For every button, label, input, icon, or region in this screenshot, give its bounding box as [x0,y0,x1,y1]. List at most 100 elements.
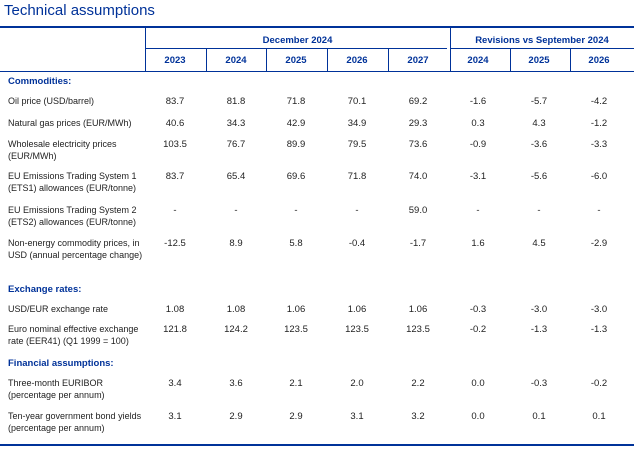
table-cell: 83.7 [165,171,185,182]
table-cell: 123.5 [406,324,430,335]
table-cell: 3.2 [411,411,425,422]
column-divider [206,49,207,71]
table-cell: -1.3 [590,324,608,335]
table-cell: -3.0 [530,304,548,315]
table-cell: -0.2 [590,378,608,389]
table-cell: 4.3 [532,118,546,129]
table-cell: 69.6 [286,171,306,182]
table-cell: - [537,205,541,216]
column-divider [510,49,511,71]
table-cell: 65.4 [226,171,246,182]
row-label: Natural gas prices (EUR/MWh) [8,118,132,128]
row-label: EU Emissions Trading System 1 (ETS1) all… [8,171,137,193]
table-cell: 124.2 [224,324,248,335]
table-cell: 0.1 [592,411,606,422]
table-cell: - [476,205,480,216]
table-cell: 1.06 [347,304,367,315]
column-divider [145,28,146,71]
table-cell: -1.6 [469,96,487,107]
row-label: USD/EUR exchange rate [8,304,109,314]
table-cell: 0.3 [471,118,485,129]
table-cell: 34.9 [347,118,367,129]
table-title: Technical assumptions [4,2,155,19]
year-header: 2024 [467,55,489,66]
table-cell: 123.5 [345,324,369,335]
header-rule [0,71,634,72]
table-cell: 1.06 [286,304,306,315]
table-cell: -0.3 [469,304,487,315]
table-cell: 2.2 [411,378,425,389]
table-cell: 3.6 [229,378,243,389]
table-cell: 2.9 [289,411,303,422]
section-heading: Exchange rates: [8,284,82,295]
column-divider [450,28,451,71]
table-cell: 89.9 [286,139,306,150]
table-cell: -3.0 [590,304,608,315]
table-cell: 42.9 [286,118,306,129]
table-cell: 59.0 [408,205,428,216]
column-divider [388,49,389,71]
year-header: 2027 [407,55,429,66]
row-label: Non-energy commodity prices, in USD (ann… [8,238,143,260]
table-cell: 0.0 [471,378,485,389]
table-cell: -3.1 [469,171,487,182]
table-cell: -3.6 [530,139,548,150]
table-cell: -6.0 [590,171,608,182]
row-label: Euro nominal effective exchange rate (EE… [8,324,139,346]
table-cell: 0.1 [532,411,546,422]
table-cell: 74.0 [408,171,428,182]
table-cell: -0.3 [530,378,548,389]
table-cell: - [234,205,238,216]
table-cell: -0.4 [348,238,366,249]
table-cell: 34.3 [226,118,246,129]
table-cell: 70.1 [347,96,367,107]
table-cell: 40.6 [165,118,185,129]
table-cell: -5.6 [530,171,548,182]
table-cell: -1.2 [590,118,608,129]
year-header: 2026 [346,55,368,66]
column-divider [570,49,571,71]
table-cell: - [294,205,298,216]
year-header: 2025 [528,55,550,66]
year-header: 2026 [588,55,610,66]
table-cell: 76.7 [226,139,246,150]
table-cell: -12.5 [164,238,186,249]
group-header-december: December 2024 [262,35,333,46]
table-cell: - [173,205,177,216]
table-cell: 71.8 [286,96,306,107]
top-rule [0,26,634,28]
table-cell: 71.8 [347,171,367,182]
table-cell: 81.8 [226,96,246,107]
group-header-revisions: Revisions vs September 2024 [475,35,609,46]
table-cell: -4.2 [590,96,608,107]
table-cell: 0.0 [471,411,485,422]
table-cell: 3.1 [350,411,364,422]
table-cell: 3.1 [168,411,182,422]
row-label: Oil price (USD/barrel) [8,96,95,106]
table-cell: 79.5 [347,139,367,150]
group-underline-revisions [451,48,634,49]
row-label: Ten-year government bond yields (percent… [8,411,142,433]
year-header: 2025 [285,55,307,66]
table-cell: 2.0 [350,378,364,389]
table-cell: 73.6 [408,139,428,150]
table-cell: 1.06 [408,304,428,315]
table-cell: 5.8 [289,238,303,249]
table-cell: -5.7 [530,96,548,107]
table-cell: -3.3 [590,139,608,150]
table-cell: -2.9 [590,238,608,249]
table-cell: 29.3 [408,118,428,129]
section-heading: Commodities: [8,76,72,87]
row-label: Three-month EURIBOR (percentage per annu… [8,378,105,400]
column-divider [266,49,267,71]
row-label: Wholesale electricity prices (EUR/MWh) [8,139,117,161]
table-cell: - [355,205,359,216]
group-underline-december [145,48,447,49]
column-divider [327,49,328,71]
table-cell: 3.4 [168,378,182,389]
row-label: EU Emissions Trading System 2 (ETS2) all… [8,205,137,227]
table-cell: 121.8 [163,324,187,335]
table-cell: - [597,205,601,216]
table-cell: 2.1 [289,378,303,389]
table-cell: 1.08 [165,304,185,315]
